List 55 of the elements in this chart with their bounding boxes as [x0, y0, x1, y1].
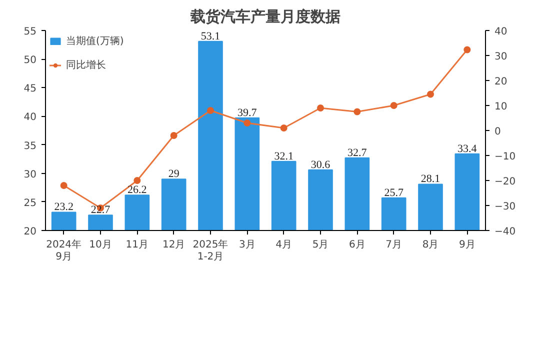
- x-tick-label: 8月: [422, 240, 439, 250]
- data-label: 30.6: [310, 158, 331, 171]
- x-tick-label: 9月: [458, 240, 476, 250]
- data-label: 53.1: [200, 30, 220, 42]
- y2-tick-label: 0: [494, 126, 501, 138]
- x-tick-label: 2024年 9月: [46, 238, 82, 263]
- legend-label: 当期值(万辆): [66, 34, 124, 48]
- y-tick-label: 50: [24, 55, 37, 66]
- x-tick-label: 11月: [126, 240, 149, 250]
- data-label: 28.1: [420, 173, 440, 186]
- chart-title: 载货汽车产量月度数据: [190, 8, 340, 26]
- data-label: 33.4: [458, 142, 478, 155]
- point: [317, 104, 324, 112]
- data-label: 32.1: [274, 150, 294, 162]
- x-tick-label: 2025年 1-2月: [192, 238, 228, 263]
- point: [207, 107, 214, 114]
- x-tick-label: 4月: [276, 240, 292, 250]
- x-tick-label: 3月: [238, 240, 256, 250]
- y-tick-label: 20: [24, 226, 37, 238]
- y-tick-label: 25: [24, 198, 37, 209]
- point: [354, 108, 361, 116]
- y2-tick-label: −20: [494, 176, 516, 188]
- y2-tick-label: −40: [494, 226, 516, 238]
- x-tick-label: 7月: [386, 240, 402, 250]
- data-label: 32.7: [348, 146, 368, 159]
- point: [134, 177, 141, 184]
- data-label: 29: [168, 168, 180, 180]
- point: [390, 102, 398, 109]
- point: [427, 90, 434, 98]
- y-tick-label: 30: [24, 169, 37, 180]
- x-tick-label: 10月: [89, 240, 112, 250]
- y-tick-label: 40: [24, 112, 37, 124]
- point: [170, 132, 178, 139]
- y2-tick-label: 20: [494, 76, 508, 88]
- y2-tick-label: 30: [494, 52, 508, 62]
- point: [60, 182, 68, 189]
- y2-tick-label: −30: [494, 202, 516, 212]
- legend-label: 同比增长: [66, 58, 106, 72]
- y-tick-label: 35: [24, 140, 37, 152]
- y-tick-label: 55: [24, 26, 37, 38]
- y2-tick-label: −10: [494, 152, 516, 162]
- data-label: 25.7: [384, 186, 404, 199]
- point: [280, 124, 288, 132]
- data-label: 22.7: [90, 204, 111, 216]
- y-tick-label: 45: [24, 84, 37, 95]
- point: [244, 120, 251, 126]
- data-label: 26.2: [128, 184, 147, 196]
- y2-tick-label: 10: [494, 102, 508, 112]
- data-label: 39.7: [238, 106, 258, 119]
- y2-tick-label: 40: [494, 26, 508, 38]
- point: [464, 46, 471, 54]
- x-tick-label: 12月: [162, 240, 186, 250]
- x-tick-label: 6月: [348, 240, 366, 250]
- data-label: 23.2: [54, 201, 74, 214]
- x-tick-label: 5月: [312, 240, 329, 250]
